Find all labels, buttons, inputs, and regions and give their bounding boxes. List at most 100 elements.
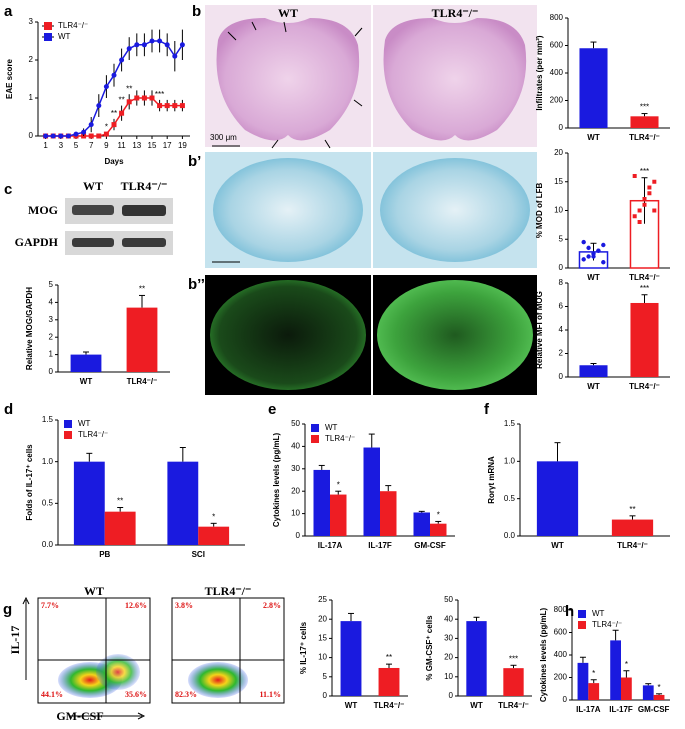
- quadrant-value: 82.3%: [175, 690, 197, 699]
- x-tick-label: 1: [43, 141, 48, 150]
- significance: ***: [640, 284, 649, 293]
- plot-title: TLR4⁻/⁻: [205, 584, 252, 598]
- panel-label: c: [4, 181, 12, 198]
- y-tick-label: 30: [291, 464, 300, 473]
- y-tick-label: 40: [444, 614, 453, 623]
- y-tick-label: 0: [563, 695, 568, 704]
- legend-label: WT: [58, 32, 71, 41]
- data-point: [581, 257, 586, 262]
- marker: [88, 122, 94, 128]
- x-tick-label: 3: [59, 141, 64, 150]
- significance: **: [386, 653, 392, 662]
- y-tick-label: 0: [296, 531, 301, 540]
- marker: [119, 57, 125, 63]
- legend-swatch: [64, 420, 72, 428]
- marker: [149, 38, 155, 44]
- y-tick-label: 20: [291, 486, 300, 495]
- y-axis-label: % MOD of LFB: [535, 183, 544, 239]
- x-tick-label: 15: [148, 141, 157, 150]
- data-point: [632, 214, 637, 219]
- significance: ***: [155, 90, 164, 99]
- panel-label: d: [4, 401, 13, 418]
- legend-label: WT: [325, 423, 338, 432]
- western-blot: [65, 198, 173, 255]
- column-label: TLR4⁻/⁻: [432, 6, 479, 20]
- bar: [610, 640, 621, 700]
- y-tick-label: 50: [291, 419, 300, 428]
- y-tick-label: 600: [550, 41, 564, 50]
- y-tick-label: 10: [291, 509, 300, 518]
- y-tick-label: 10: [318, 653, 327, 662]
- bar: [378, 667, 400, 696]
- y-axis-label: Folds of IL-17⁺ cells: [25, 444, 34, 521]
- significance: **: [111, 109, 117, 118]
- bar: [536, 461, 579, 536]
- y-tick-label: 8: [559, 278, 564, 287]
- row-label: GAPDH: [15, 235, 59, 249]
- significance: **: [139, 285, 145, 294]
- x-tick-label: 5: [74, 141, 79, 150]
- y-axis-label: Cytokines levels (pg/mL): [272, 433, 281, 528]
- marker: [103, 131, 109, 137]
- significance: *: [437, 511, 440, 520]
- y-tick-label: 1.5: [504, 419, 516, 428]
- quadrant-value: 7.7%: [41, 601, 59, 610]
- x-tick-label: TLR4⁻/⁻: [617, 541, 648, 550]
- data-point: [642, 197, 647, 201]
- y-tick-label: 0.5: [42, 498, 54, 507]
- x-tick-label: TLR4⁻/⁻: [374, 701, 405, 710]
- y-tick-label: 3: [49, 315, 54, 324]
- x-tick-label: PB: [99, 550, 110, 559]
- significance: **: [126, 84, 132, 93]
- data-point: [647, 191, 652, 196]
- data-point: [581, 239, 586, 245]
- marker: [172, 103, 178, 109]
- marker: [141, 95, 147, 101]
- plot-title: WT: [84, 584, 104, 598]
- bar: [340, 621, 362, 696]
- y-tick-label: 0.0: [42, 540, 54, 549]
- marker: [119, 110, 125, 116]
- panel-label: a: [4, 3, 13, 20]
- y-axis-label: Rorγt mRNA: [487, 456, 496, 504]
- bar: [413, 512, 430, 536]
- y-tick-label: 20: [444, 653, 453, 662]
- y-tick-label: 0: [559, 263, 564, 272]
- y-tick-label: 30: [444, 634, 453, 643]
- y-tick-label: 15: [554, 177, 563, 186]
- x-tick-label: WT: [80, 377, 93, 386]
- significance: **: [117, 497, 123, 506]
- legend-label: TLR4⁻/⁻: [325, 434, 355, 443]
- y-tick-label: 0.0: [504, 531, 516, 540]
- panel-label: b: [192, 3, 201, 20]
- x-tick-label: WT: [470, 701, 483, 710]
- y-tick-label: 1.0: [504, 456, 516, 465]
- column-label: TLR4⁻/⁻: [121, 179, 168, 193]
- bar: [363, 447, 380, 536]
- significance: ***: [640, 103, 649, 112]
- data-point: [591, 254, 596, 259]
- marker: [96, 133, 102, 139]
- legend-swatch: [311, 435, 319, 443]
- y-tick-label: 400: [550, 68, 564, 77]
- y-tick-label: 50: [444, 595, 453, 604]
- x-axis-label: Days: [104, 157, 124, 166]
- panel-label: h: [565, 603, 574, 620]
- bar: [577, 662, 589, 700]
- y-tick-label: 4: [559, 325, 564, 334]
- y-tick-label: 0: [449, 691, 454, 700]
- data-point: [652, 208, 657, 213]
- data-point: [601, 242, 606, 248]
- y-tick-label: 400: [554, 650, 568, 659]
- y-tick-label: 0: [29, 131, 34, 140]
- marker: [164, 42, 170, 48]
- legend-swatch: [44, 22, 52, 30]
- data-point: [642, 202, 647, 207]
- bar: [579, 48, 608, 128]
- x-tick-label: 17: [163, 141, 172, 150]
- legend-swatch: [578, 621, 586, 629]
- x-tick-label: 11: [117, 141, 126, 150]
- panel-label: f: [484, 401, 490, 418]
- y-axis-label: Relative MFI of MOG: [535, 291, 544, 369]
- legend-swatch: [578, 610, 586, 618]
